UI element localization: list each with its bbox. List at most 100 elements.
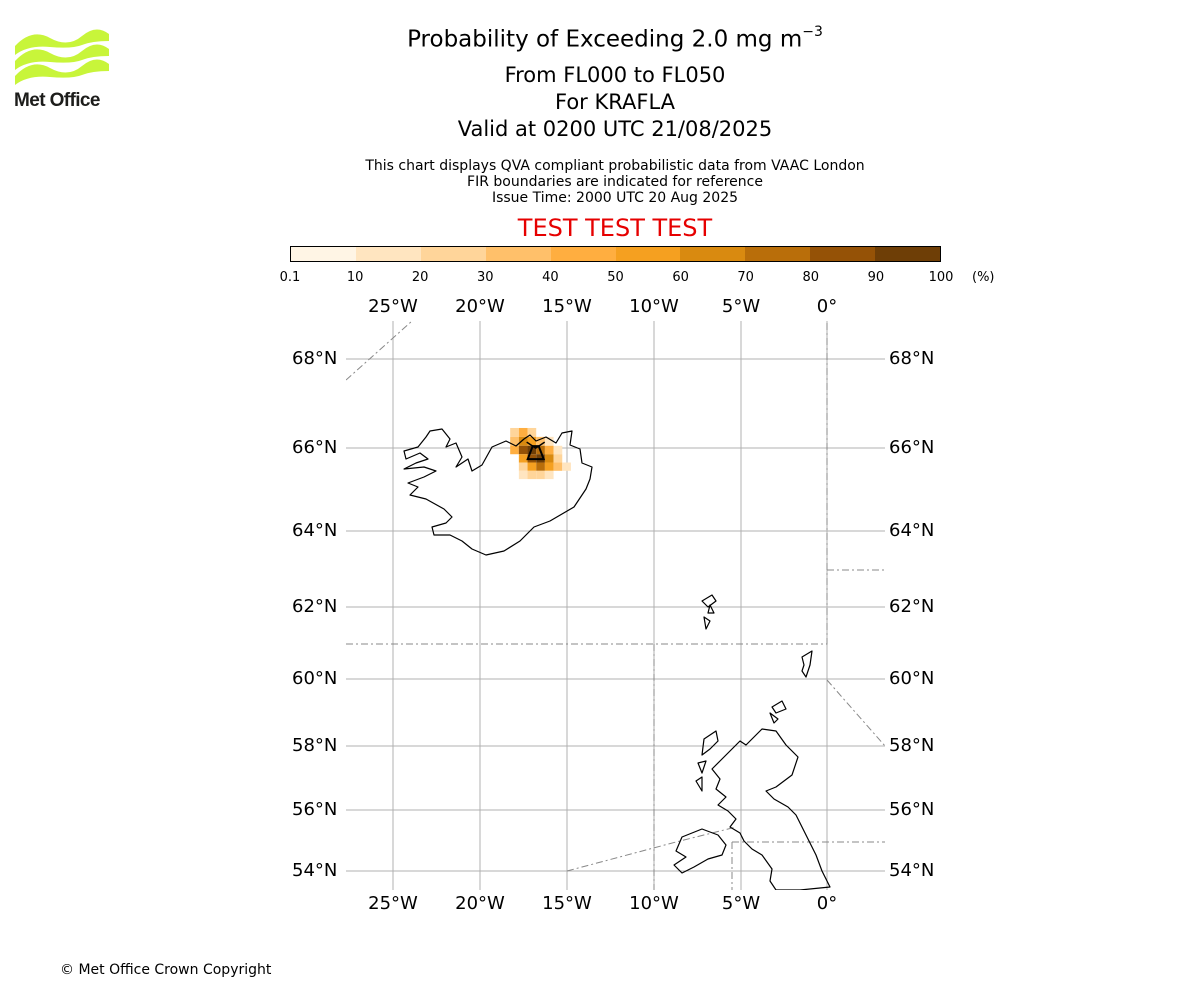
met-office-wave-logo (15, 29, 109, 85)
colorbar (290, 246, 941, 262)
colorbar-tick-label: 60 (672, 270, 689, 285)
lon-label-top: 15°W (542, 296, 592, 317)
lon-label-bottom: 5°W (721, 893, 761, 914)
coast-faroes (701, 594, 717, 630)
lon-label-bottom: 20°W (455, 893, 505, 914)
probability-cell (536, 436, 545, 446)
coast-britain (711, 728, 831, 890)
lon-label-bottom: 10°W (629, 893, 679, 914)
probability-cell (544, 445, 554, 455)
lon-label-top: 5°W (721, 296, 761, 317)
lon-label-top: 0° (816, 296, 838, 317)
probability-cell (518, 445, 528, 455)
coast-ireland (673, 828, 727, 874)
lon-label-bottom: 25°W (368, 893, 418, 914)
colorbar-unit: (%) (972, 270, 995, 285)
probability-cell (562, 462, 571, 471)
lat-label-right: 54°N (889, 860, 935, 881)
colorbar-segment (745, 247, 811, 261)
volcano-name: For KRAFLA (555, 90, 675, 114)
probability-cell (553, 462, 563, 471)
lat-label-right: 58°N (889, 735, 935, 756)
probability-cell (518, 462, 528, 471)
note-fir: FIR boundaries are indicated for referen… (467, 174, 763, 190)
lon-label-bottom: 15°W (542, 893, 592, 914)
probability-cell (510, 445, 519, 455)
lat-label-right: 60°N (889, 668, 935, 689)
lat-label-right: 56°N (889, 799, 935, 820)
map-panel[interactable] (346, 321, 885, 890)
probability-cell (553, 454, 563, 463)
volcano-plume (526, 441, 546, 450)
colorbar-tick-label: 90 (867, 270, 885, 285)
colorbar-segment (291, 247, 356, 261)
coast-shetland (801, 650, 813, 678)
coast-orkney (769, 700, 787, 724)
note-qva: This chart displays QVA compliant probab… (365, 158, 865, 174)
lon-label-top: 20°W (455, 296, 505, 317)
met-office-logo-text: Met Office (14, 90, 100, 111)
lat-label-right: 68°N (889, 348, 935, 369)
probability-cell (527, 427, 537, 437)
lon-label-bottom: 0° (816, 893, 838, 914)
gridlines (346, 321, 885, 890)
lat-label-right: 64°N (889, 520, 935, 541)
colorbar-tick-label: 50 (607, 270, 624, 285)
lon-label-top: 10°W (629, 296, 679, 317)
probability-cell (510, 436, 519, 446)
lat-label-left: 62°N (292, 596, 338, 617)
colorbar-tick-label: 70 (737, 270, 754, 285)
probability-cell (544, 470, 554, 480)
colorbar-segment (615, 247, 681, 261)
probability-cell (527, 470, 537, 480)
lat-label-left: 54°N (292, 860, 338, 881)
probability-cell (536, 462, 545, 471)
colorbar-segment (485, 247, 551, 261)
probability-cell (527, 436, 537, 446)
probability-cell (527, 462, 537, 471)
flight-level-range: From FL000 to FL050 (504, 63, 726, 87)
colorbar-segment (680, 247, 746, 261)
probability-cell (518, 427, 528, 437)
chart-title: Probability of Exceeding 2.0 mg m−3 (407, 24, 823, 53)
probability-cell (518, 470, 528, 480)
colorbar-segment (810, 247, 876, 261)
colorbar-tick-label: 20 (411, 270, 429, 285)
lat-label-left: 68°N (292, 348, 338, 369)
colorbar-tick-label: 40 (542, 270, 559, 285)
lat-label-left: 58°N (292, 735, 338, 756)
colorbar-segment (355, 247, 421, 261)
lat-label-left: 64°N (292, 520, 338, 541)
colorbar-tick-label: 100 (928, 270, 954, 285)
coast-scotland-outer-hebrides (695, 730, 719, 792)
title-exponent: −3 (802, 24, 823, 40)
lat-label-left: 60°N (292, 668, 338, 689)
colorbar-segment (420, 247, 486, 261)
note-issue-time: Issue Time: 2000 UTC 20 Aug 2025 (491, 190, 739, 206)
lon-label-top: 25°W (368, 296, 418, 317)
colorbar-tick-label: 30 (477, 270, 494, 285)
colorbar-tick-label: 0.1 (279, 270, 301, 285)
test-banner: TEST TEST TEST (517, 214, 713, 242)
probability-cell (536, 470, 545, 480)
probability-cell (518, 436, 528, 446)
colorbar-segment (550, 247, 616, 261)
probability-cell (553, 445, 563, 455)
lat-label-right: 62°N (889, 596, 935, 617)
probability-cell (510, 427, 519, 437)
volcano-marker-icon (526, 441, 546, 461)
probability-cell (544, 454, 554, 463)
probability-cell (544, 462, 554, 471)
valid-time: Valid at 0200 UTC 21/08/2025 (457, 117, 773, 141)
lat-label-left: 56°N (292, 799, 338, 820)
copyright: © Met Office Crown Copyright (60, 962, 272, 978)
colorbar-tick-label: 10 (346, 270, 364, 285)
colorbar-segment (875, 247, 941, 261)
probability-cell (518, 454, 528, 463)
colorbar-tick-label: 80 (802, 270, 820, 285)
fir-boundaries (346, 321, 885, 890)
lat-label-left: 66°N (292, 437, 338, 458)
coast-iceland (403, 428, 593, 556)
probability-cell (544, 436, 554, 446)
coastlines (403, 428, 831, 890)
